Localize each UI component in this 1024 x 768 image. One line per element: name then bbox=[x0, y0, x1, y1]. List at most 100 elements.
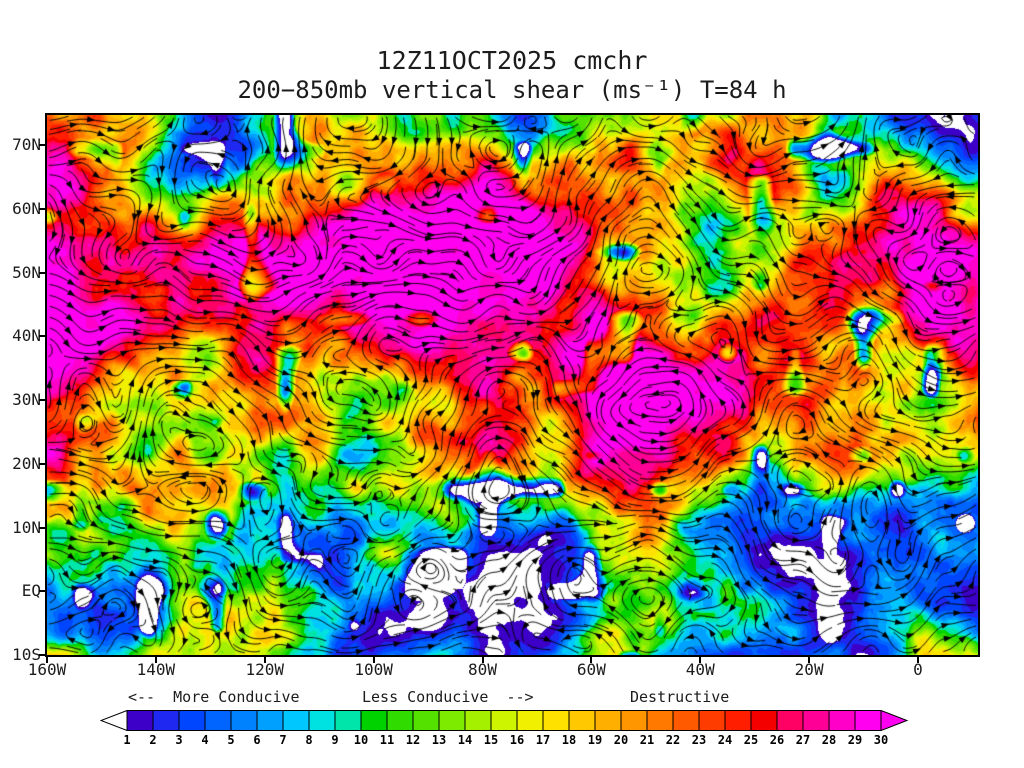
x-tick-label: 0 bbox=[913, 660, 923, 679]
y-tick-mark bbox=[39, 526, 46, 529]
colorbar-edge-label: 27 bbox=[795, 733, 811, 747]
colorbar-segment bbox=[230, 710, 258, 731]
colorbar-segment bbox=[854, 710, 882, 731]
colorbar-segment bbox=[568, 710, 596, 731]
colorbar-edge-label: 18 bbox=[561, 733, 577, 747]
x-tick-label: 140W bbox=[136, 660, 176, 679]
colorbar-edge-label: 23 bbox=[691, 733, 707, 747]
x-tick-mark bbox=[481, 657, 484, 663]
colorbar-edge-label: 8 bbox=[305, 733, 313, 747]
colorbar-segment bbox=[620, 710, 648, 731]
chart-title: 12Z11OCT2025 cmchr bbox=[376, 46, 648, 75]
colorbar-segment bbox=[698, 710, 726, 731]
colorbar-edge-label: 19 bbox=[587, 733, 603, 747]
y-tick-mark bbox=[39, 399, 46, 401]
colorbar-left-arrow bbox=[99, 709, 128, 732]
colorbar-segment bbox=[438, 710, 466, 731]
colorbar-edge-label: 13 bbox=[431, 733, 447, 747]
y-tick-label: 30N bbox=[12, 390, 41, 409]
colorbar-edge-label: 4 bbox=[201, 733, 209, 747]
colorbar-edge-label: 16 bbox=[509, 733, 525, 747]
colorbar: 1 2 3 4 5 6 7 8 9 10 11 12 13 14 15 16 17 18 19 20 21 22 23 24 2… bbox=[99, 709, 909, 750]
colorbar-segment bbox=[594, 710, 622, 731]
colorbar-segment bbox=[646, 710, 674, 731]
chart-subtitle: 200−850mb vertical shear (ms⁻¹) T=84 h bbox=[237, 76, 787, 104]
x-tick-label: 40W bbox=[685, 660, 715, 679]
y-tick-label: 10S bbox=[12, 645, 41, 664]
colorbar-edge-label: 11 bbox=[379, 733, 395, 747]
x-tick-mark bbox=[699, 657, 702, 663]
colorbar-edge-label: 7 bbox=[279, 733, 287, 747]
colorbar-edge-label: 3 bbox=[175, 733, 183, 747]
colorbar-segment bbox=[282, 710, 310, 731]
colorbar-segment bbox=[360, 710, 388, 731]
x-tick-mark bbox=[263, 657, 266, 663]
colorbar-edge-label: 6 bbox=[253, 733, 261, 747]
colorbar-edge-label: 14 bbox=[457, 733, 473, 747]
colorbar-edge-label: 28 bbox=[821, 733, 837, 747]
x-tick-label: 80W bbox=[468, 660, 497, 679]
y-tick-mark bbox=[39, 144, 46, 146]
colorbar-segment bbox=[256, 710, 284, 731]
colorbar-segment bbox=[308, 710, 336, 731]
colorbar-edge-label: 25 bbox=[743, 733, 759, 747]
y-tick-mark bbox=[39, 654, 46, 656]
colorbar-segment bbox=[724, 710, 752, 731]
x-tick-mark bbox=[154, 657, 157, 663]
colorbar-segment bbox=[204, 710, 232, 731]
colorbar-edge-label: 1 bbox=[123, 733, 131, 747]
colorbar-segment bbox=[750, 710, 778, 731]
colorbar-edge-label: 15 bbox=[483, 733, 499, 747]
x-tick-label: 120W bbox=[245, 660, 285, 679]
colorbar-segment bbox=[178, 710, 206, 731]
y-tick-label: 10N bbox=[12, 517, 41, 537]
x-tick-label: 160W bbox=[27, 660, 67, 679]
colorbar-segment bbox=[516, 710, 544, 731]
y-tick-mark bbox=[39, 590, 46, 593]
colorbar-edge-label: 22 bbox=[665, 733, 681, 747]
x-tick-label: 100W bbox=[354, 660, 393, 679]
colorbar-svg bbox=[99, 709, 909, 732]
y-tick-label: 50N bbox=[12, 262, 41, 282]
colorbar-segment bbox=[412, 710, 440, 731]
colorbar-edge-label: 10 bbox=[353, 733, 369, 747]
colorbar-segment bbox=[126, 710, 154, 731]
y-tick-label: 20N bbox=[12, 453, 41, 473]
y-tick-label: 70N bbox=[12, 135, 41, 154]
colorbar-segment bbox=[802, 710, 830, 731]
y-tick-label: EQ bbox=[21, 581, 41, 601]
caption-destructive: Destructive bbox=[630, 688, 730, 706]
caption-more-conducive: <-- More Conducive bbox=[128, 688, 300, 706]
y-tick-mark bbox=[39, 462, 46, 465]
colorbar-segment bbox=[334, 710, 362, 731]
colorbar-edge-label: 20 bbox=[613, 733, 629, 747]
colorbar-segment bbox=[152, 710, 180, 731]
colorbar-edge-label: 29 bbox=[847, 733, 863, 747]
y-tick-mark bbox=[39, 207, 46, 210]
colorbar-segment bbox=[828, 710, 856, 731]
map-frame bbox=[45, 113, 980, 657]
colorbar-edge-label: 26 bbox=[769, 733, 785, 747]
colorbar-edge-label: 12 bbox=[405, 733, 421, 747]
colorbar-right-arrow bbox=[880, 709, 909, 732]
y-tick-mark bbox=[39, 335, 46, 338]
colorbar-edge-label: 17 bbox=[535, 733, 551, 747]
colorbar-edge-label: 9 bbox=[331, 733, 339, 747]
x-tick-mark bbox=[372, 657, 375, 663]
x-tick-mark bbox=[808, 657, 811, 663]
colorbar-edge-label: 30 bbox=[873, 733, 889, 747]
colorbar-segment bbox=[542, 710, 570, 731]
colorbar-segment bbox=[672, 710, 700, 731]
x-tick-mark bbox=[917, 657, 919, 663]
colorbar-captions: <-- More Conducive Less Conducive --> De… bbox=[0, 688, 1024, 706]
x-tick-mark bbox=[590, 657, 593, 663]
colorbar-edge-label: 21 bbox=[639, 733, 655, 747]
x-tick-label: 20W bbox=[794, 660, 824, 679]
x-tick-mark bbox=[46, 657, 48, 663]
colorbar-edge-label: 2 bbox=[149, 733, 157, 747]
caption-less-conducive: Less Conducive --> bbox=[362, 688, 534, 706]
shear-field-canvas bbox=[47, 115, 978, 655]
x-tick-label: 60W bbox=[576, 660, 606, 679]
colorbar-segment bbox=[490, 710, 518, 731]
